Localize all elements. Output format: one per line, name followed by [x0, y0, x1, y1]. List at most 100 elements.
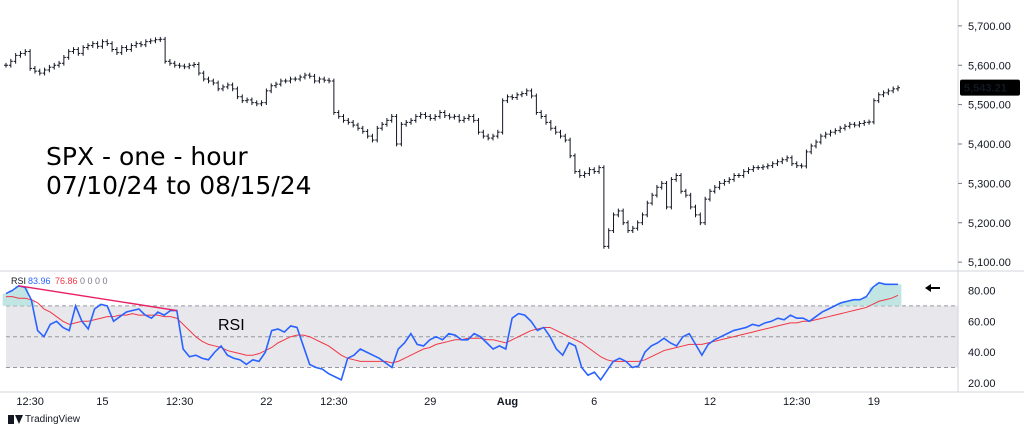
price-bar — [8, 58, 13, 68]
price-bar — [876, 92, 881, 104]
price-bar — [61, 55, 66, 66]
price-bar — [842, 123, 847, 131]
price-tick-label: 5,400.00 — [968, 139, 1011, 151]
price-bar — [452, 114, 457, 120]
price-bar — [317, 76, 322, 84]
price-bar — [823, 131, 828, 139]
price-bar — [621, 208, 626, 226]
price-bar — [625, 220, 630, 233]
price-bar — [351, 119, 356, 128]
price-bar — [476, 118, 481, 135]
price-tick-label: 5,600.00 — [968, 60, 1011, 72]
price-pane — [4, 36, 900, 249]
price-bar — [838, 125, 843, 133]
price-bar — [312, 73, 317, 84]
price-bar — [235, 86, 240, 100]
price-bar — [640, 212, 645, 226]
price-bar — [789, 155, 794, 167]
price-bar — [192, 62, 197, 68]
price-bar — [780, 157, 785, 165]
price-bar — [814, 139, 819, 149]
price-bar — [365, 129, 370, 139]
price-bar — [404, 119, 409, 127]
time-tick-label: 22 — [260, 396, 272, 408]
price-bar — [582, 171, 587, 178]
time-tick-label: 12:30 — [16, 396, 44, 408]
price-bar — [66, 49, 71, 60]
price-bar — [577, 169, 582, 178]
price-bar — [693, 204, 698, 218]
price-bar — [437, 110, 442, 119]
price-bar — [105, 39, 110, 46]
price-bar — [606, 228, 611, 249]
price-bar — [727, 177, 732, 184]
price-bar — [327, 77, 332, 84]
price-bar — [809, 143, 814, 155]
price-bar — [886, 88, 891, 96]
rsi-header-name: RSI — [11, 276, 26, 286]
price-bar — [187, 62, 192, 70]
price-bar — [698, 212, 703, 226]
price-bar — [37, 68, 42, 76]
price-bar — [490, 133, 495, 141]
price-bar — [153, 37, 158, 44]
price-tick-label: 5,200.00 — [968, 218, 1011, 230]
price-bar — [679, 173, 684, 194]
price-bar — [659, 181, 664, 190]
price-bar — [799, 163, 804, 169]
price-bar — [891, 86, 896, 94]
price-bar — [611, 212, 616, 233]
price-bar — [616, 208, 621, 218]
price-bar — [182, 63, 187, 70]
price-bar — [220, 84, 225, 92]
price-bar — [196, 62, 201, 76]
price-bar — [539, 110, 544, 119]
price-bar — [293, 76, 298, 82]
price-bar — [341, 114, 346, 123]
price-bar — [375, 125, 380, 143]
price-bar — [264, 88, 269, 106]
price-bar — [283, 78, 288, 84]
price-bar — [722, 179, 727, 186]
price-bar — [654, 184, 659, 198]
price-tick-label: 5,100.00 — [968, 257, 1011, 269]
time-tick-label: 12:30 — [166, 396, 194, 408]
price-bar — [172, 60, 177, 68]
price-bar — [81, 45, 86, 56]
price-bar — [664, 181, 669, 210]
price-bar — [331, 78, 336, 115]
price-bar — [167, 58, 172, 66]
price-bar — [177, 62, 182, 69]
price-bar — [100, 39, 105, 49]
rsi-tick-label: 20.00 — [968, 378, 996, 390]
price-bar — [13, 53, 18, 64]
time-tick-label: 6 — [591, 396, 597, 408]
price-bar — [380, 121, 385, 131]
price-bar — [703, 196, 708, 226]
price-bar — [389, 114, 394, 123]
price-bar — [322, 76, 327, 83]
time-tick-label: 15 — [96, 396, 108, 408]
price-bar — [587, 167, 592, 176]
price-bar — [206, 76, 211, 84]
price-bar — [216, 80, 221, 92]
price-bar — [302, 72, 307, 80]
price-bar — [201, 70, 206, 82]
price-bar — [95, 41, 100, 49]
price-bar — [139, 41, 144, 48]
price-bar — [394, 114, 399, 147]
price-bar — [28, 49, 33, 71]
last-price-tag — [960, 79, 1020, 96]
price-bar — [524, 88, 529, 96]
price-bar — [433, 114, 438, 121]
price-bar — [867, 119, 872, 125]
price-bar — [650, 192, 655, 206]
price-bar — [269, 83, 274, 94]
chart-title-line-2: 07/10/24 to 08/15/24 — [46, 171, 312, 200]
price-bar — [712, 184, 717, 194]
price-bar — [862, 119, 867, 126]
price-bar — [90, 41, 95, 48]
price-bar — [360, 125, 365, 134]
price-bar — [770, 161, 775, 169]
